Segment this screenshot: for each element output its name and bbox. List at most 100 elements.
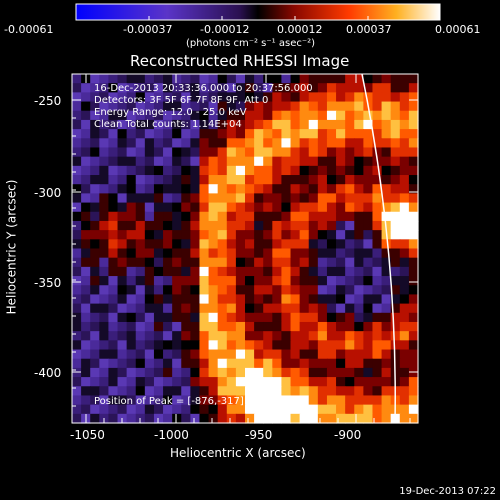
image-pixel xyxy=(181,129,191,139)
image-pixel xyxy=(390,175,401,185)
image-pixel xyxy=(172,92,182,103)
image-pixel xyxy=(99,147,110,158)
image-pixel xyxy=(126,156,137,167)
image-pixel xyxy=(399,156,410,167)
image-pixel xyxy=(254,147,264,158)
image-pixel xyxy=(290,211,301,222)
image-pixel xyxy=(263,377,273,387)
image-pixel xyxy=(272,83,283,93)
image-pixel xyxy=(181,312,191,323)
image-pixel xyxy=(299,175,310,185)
image-pixel xyxy=(290,340,301,351)
image-pixel xyxy=(144,129,155,139)
image-pixel xyxy=(354,294,364,305)
image-pixel xyxy=(117,211,128,222)
image-pixel xyxy=(281,202,292,213)
image-pixel xyxy=(126,331,137,341)
image-pixel xyxy=(190,248,201,259)
image-pixel xyxy=(181,230,191,240)
image-pixel xyxy=(372,377,383,387)
image-pixel xyxy=(263,138,273,149)
image-pixel xyxy=(408,110,419,121)
image-pixel xyxy=(372,413,383,424)
image-pixel xyxy=(226,266,237,277)
image-pixel xyxy=(390,312,401,323)
image-pixel xyxy=(72,101,82,112)
image-pixel xyxy=(290,312,301,323)
image-pixel xyxy=(181,321,191,332)
image-pixel xyxy=(235,257,246,268)
image-pixel xyxy=(72,377,82,387)
image-pixel xyxy=(235,377,246,387)
image-pixel xyxy=(226,312,237,323)
image-pixel xyxy=(108,395,119,406)
image-pixel xyxy=(190,184,201,194)
image-pixel xyxy=(235,367,246,378)
image-pixel xyxy=(372,147,383,158)
image-pixel xyxy=(381,413,392,424)
image-pixel xyxy=(336,395,346,406)
image-pixel xyxy=(345,129,355,139)
image-pixel xyxy=(299,239,310,250)
image-pixel xyxy=(90,358,100,369)
image-pixel xyxy=(72,175,82,185)
image-pixel xyxy=(272,367,283,378)
image-pixel xyxy=(135,395,146,406)
image-pixel xyxy=(336,276,346,286)
image-pixel xyxy=(372,404,383,415)
image-pixel xyxy=(190,119,201,130)
image-pixel xyxy=(199,312,210,323)
image-pixel xyxy=(299,377,310,387)
image-pixel xyxy=(245,386,255,397)
image-pixel xyxy=(108,138,119,149)
image-pixel xyxy=(290,404,301,415)
image-pixel xyxy=(181,239,191,250)
image-pixel xyxy=(117,340,128,351)
image-pixel xyxy=(126,147,137,158)
image-pixel xyxy=(326,321,337,332)
image-pixel xyxy=(281,129,292,139)
image-pixel xyxy=(263,193,273,204)
image-pixel xyxy=(199,175,210,185)
image-pixel xyxy=(181,395,191,406)
image-pixel xyxy=(381,110,392,121)
image-pixel xyxy=(153,377,164,387)
image-pixel xyxy=(190,156,201,167)
image-pixel xyxy=(163,156,173,167)
image-pixel xyxy=(281,156,292,167)
image-pixel xyxy=(81,119,91,130)
footer-timestamp: 19-Dec-2013 07:22 xyxy=(399,486,496,497)
image-pixel xyxy=(345,276,355,286)
image-pixel xyxy=(263,101,273,112)
image-pixel xyxy=(81,395,91,406)
image-pixel xyxy=(399,321,410,332)
image-pixel xyxy=(226,248,237,259)
info-text: 16-Dec-2013 20:33:36.000 to 20:37:56.000… xyxy=(94,83,313,131)
image-pixel xyxy=(81,220,91,231)
image-pixel xyxy=(199,138,210,149)
image-pixel xyxy=(90,248,100,259)
image-pixel xyxy=(399,138,410,149)
image-pixel xyxy=(299,321,310,332)
image-pixel xyxy=(299,156,310,167)
image-pixel xyxy=(235,331,246,341)
image-pixel xyxy=(354,129,364,139)
image-pixel xyxy=(126,220,137,231)
image-pixel xyxy=(144,92,155,103)
image-pixel xyxy=(372,211,383,222)
image-pixel xyxy=(153,74,164,84)
image-pixel xyxy=(372,74,383,84)
image-pixel xyxy=(399,74,410,84)
image-pixel xyxy=(181,92,191,103)
image-pixel xyxy=(290,331,301,341)
image-pixel xyxy=(354,211,364,222)
image-pixel xyxy=(181,119,191,130)
image-pixel xyxy=(372,285,383,296)
image-pixel xyxy=(172,83,182,93)
image-pixel xyxy=(363,92,374,103)
image-pixel xyxy=(190,129,201,139)
image-pixel xyxy=(117,119,128,130)
image-pixel xyxy=(99,340,110,351)
image-pixel xyxy=(163,110,173,121)
image-pixel xyxy=(263,303,273,314)
